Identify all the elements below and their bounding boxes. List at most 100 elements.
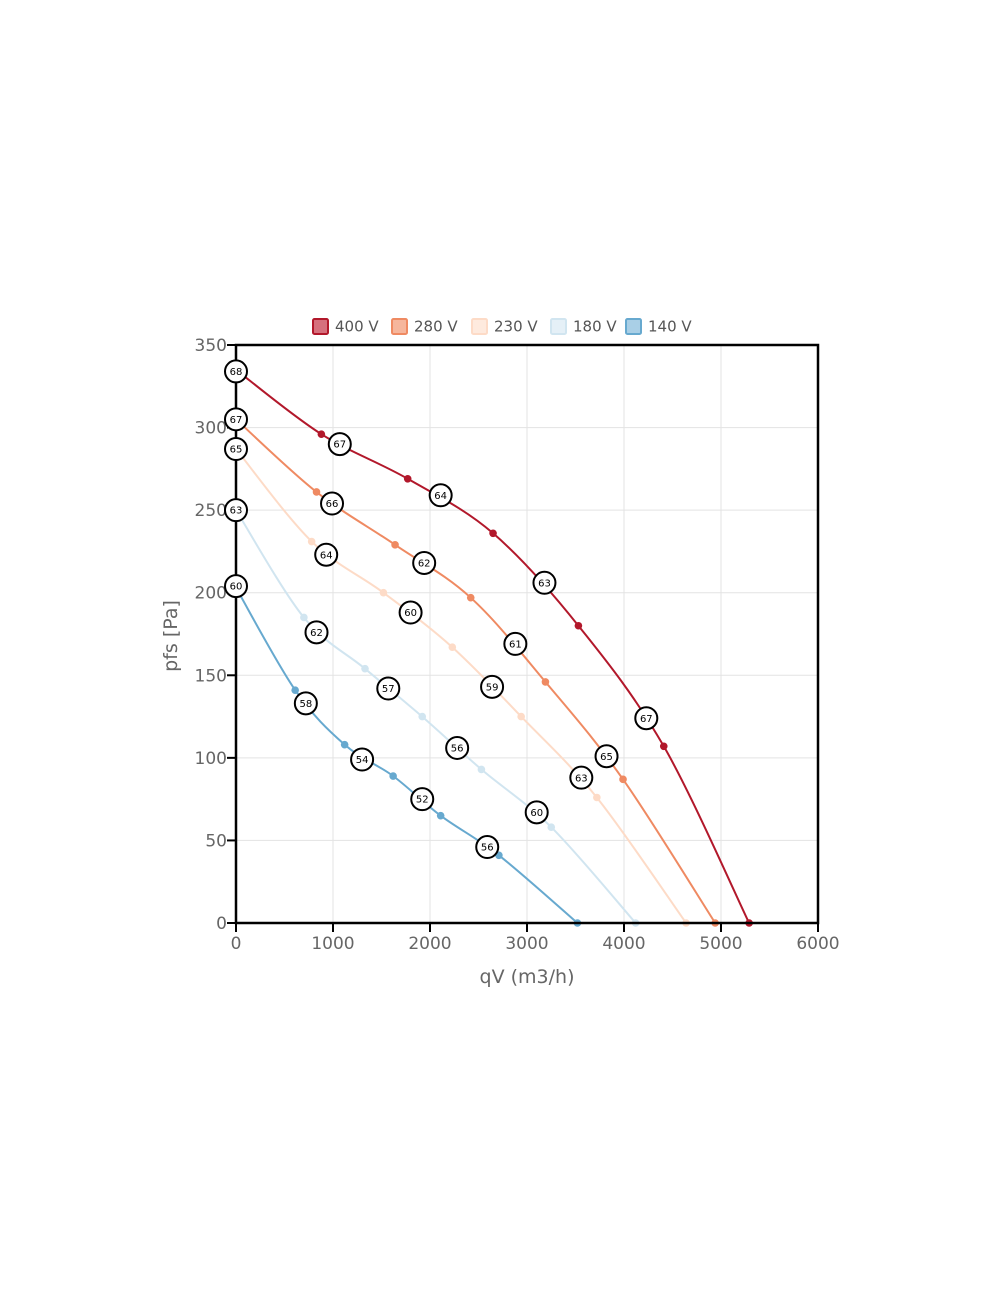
- badge-value: 63: [575, 773, 588, 784]
- y-tick-label: 50: [205, 831, 227, 851]
- legend-item-400v[interactable]: 400 V: [312, 318, 379, 336]
- badge-circle: [532, 570, 557, 595]
- badge-value: 59: [486, 682, 499, 693]
- legend-item-180v[interactable]: 180 V: [550, 318, 617, 336]
- badge-value: 60: [530, 808, 543, 819]
- badge-value: 54: [356, 755, 369, 766]
- y-tick-label: 200: [195, 584, 227, 604]
- curve-label-badge: 63: [532, 570, 557, 595]
- x-tick-label: 3000: [505, 934, 548, 954]
- badge-circle: [224, 498, 248, 523]
- data-point: [312, 488, 321, 496]
- curve-label-badge: 65: [224, 437, 248, 462]
- curve-label-badge: 63: [224, 498, 248, 523]
- badge-value: 60: [230, 582, 243, 593]
- data-point: [466, 593, 475, 602]
- series-180v: [232, 506, 640, 927]
- badge-value: 61: [509, 640, 522, 651]
- data-point: [619, 775, 627, 784]
- badge-value: 64: [320, 550, 333, 561]
- curve-label-badge: 67: [634, 706, 659, 731]
- badge-value: 67: [333, 440, 346, 451]
- legend-item-140v[interactable]: 140 V: [625, 318, 692, 336]
- data-point: [403, 474, 412, 483]
- badge-circle: [524, 800, 549, 825]
- badge-value: 58: [299, 699, 312, 710]
- badge-value: 63: [230, 506, 243, 517]
- badge-circle: [398, 600, 423, 625]
- y-tick-label: 350: [195, 336, 227, 356]
- y-tick-label: 100: [195, 749, 227, 769]
- y-tick-label: 250: [195, 501, 227, 521]
- curve-label-badge: 60: [398, 600, 423, 625]
- legend-item-230v[interactable]: 230 V: [471, 318, 538, 336]
- badge-circle: [314, 542, 339, 567]
- curve-label-badge: 62: [412, 550, 437, 575]
- data-point: [418, 712, 427, 721]
- badge-circle: [293, 691, 318, 716]
- data-point: [448, 643, 457, 652]
- data-point: [340, 740, 349, 749]
- curve-label-badge: 65: [594, 744, 619, 769]
- curve-label-badge: 57: [376, 676, 401, 701]
- badge-circle: [412, 550, 437, 575]
- y-axis-title: pfs [Pa]: [160, 600, 182, 672]
- legend-item-280v[interactable]: 280 V: [391, 318, 458, 336]
- badge-circle: [410, 787, 435, 812]
- badge-circle: [224, 574, 248, 599]
- data-point: [541, 678, 550, 686]
- badge-value: 62: [310, 628, 323, 639]
- data-point: [300, 613, 308, 622]
- legend-swatch: [471, 318, 488, 335]
- badge-value: 65: [230, 445, 243, 456]
- badge-circle: [350, 747, 375, 772]
- curve-label-badge: 63: [569, 765, 594, 790]
- grid: [235, 344, 819, 924]
- badge-value: 67: [640, 714, 653, 725]
- series-140v: [232, 583, 582, 927]
- legend[interactable]: 400 V 280 V 230 V 180 V 140 V: [312, 318, 692, 336]
- badge-circle: [327, 432, 352, 457]
- data-point: [517, 712, 525, 721]
- badge-circle: [569, 765, 594, 790]
- badge-circle: [594, 744, 619, 769]
- curve-label-badge: 64: [428, 483, 453, 508]
- badge-value: 66: [326, 499, 339, 510]
- badge-value: 56: [451, 744, 464, 755]
- curve-label-badge: 68: [224, 359, 248, 384]
- badge-circle: [475, 835, 500, 860]
- curve-label-badge: 62: [304, 620, 329, 645]
- badge-circle: [634, 706, 659, 731]
- badge-value: 64: [434, 491, 447, 502]
- curve-label-badge: 60: [224, 574, 248, 599]
- curve-label-badge: 66: [320, 491, 345, 516]
- legend-label: 180 V: [573, 318, 617, 336]
- x-axis-title: qV (m3/h): [480, 966, 575, 988]
- legend-label: 230 V: [494, 318, 538, 336]
- data-point: [489, 529, 497, 538]
- badge-circle: [428, 483, 453, 508]
- data-point: [574, 621, 583, 630]
- legend-label: 280 V: [414, 318, 458, 336]
- data-point: [477, 765, 486, 774]
- series-line: [235, 448, 687, 924]
- data-point: [379, 588, 388, 597]
- curve-label-badge: 59: [480, 674, 505, 699]
- badge-circle: [376, 676, 401, 701]
- series-line: [235, 587, 579, 924]
- curve-label-badge: 56: [445, 735, 470, 760]
- curve-label-badge: 56: [475, 835, 500, 860]
- x-tick-label: 5000: [699, 934, 742, 954]
- badge-value: 67: [230, 415, 243, 426]
- data-point: [659, 742, 668, 751]
- curve-label-badge: 58: [293, 691, 318, 716]
- curve-label-badge: 64: [314, 542, 339, 567]
- y-tick-label: 300: [195, 419, 227, 439]
- data-point: [389, 772, 397, 780]
- badge-value: 60: [404, 608, 417, 619]
- badge-circle: [224, 407, 248, 432]
- badge-value: 52: [416, 795, 429, 806]
- legend-swatch: [312, 318, 329, 335]
- x-tick-label: 6000: [796, 934, 839, 954]
